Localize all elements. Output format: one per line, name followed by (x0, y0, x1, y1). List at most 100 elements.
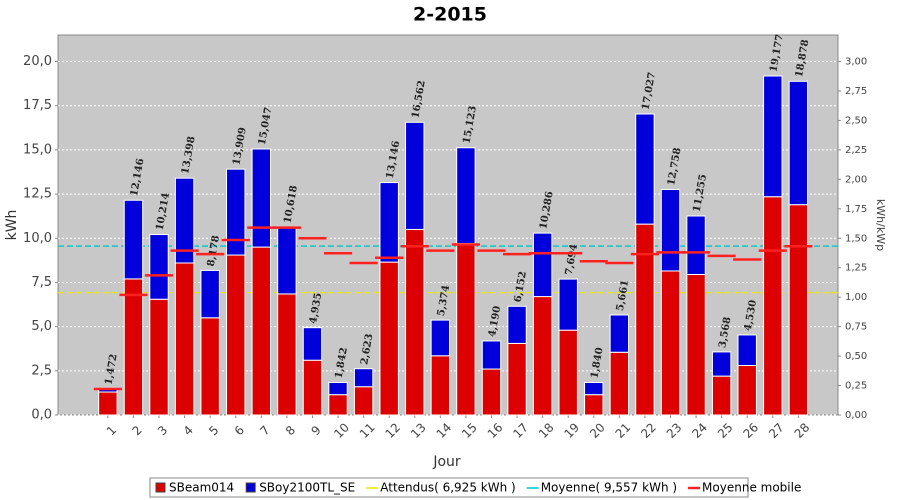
bar-segment (251, 246, 272, 416)
bar-segment (660, 270, 681, 416)
total-label: 4,190 (487, 305, 503, 338)
legend (149, 477, 749, 498)
y2-tick-label: 1,25 (845, 263, 867, 274)
bar-segment (532, 232, 553, 298)
bar-segment (532, 296, 553, 416)
total-label: 6,152 (513, 270, 529, 303)
bar-segment (558, 278, 578, 331)
bar-segment (174, 262, 195, 416)
x-tick-label: 8 (283, 423, 298, 438)
total-label: 5,661 (615, 279, 631, 312)
x-tick-label: 1 (104, 423, 119, 438)
bar-segment (277, 226, 297, 295)
x-tick-label: 17 (510, 420, 531, 441)
y-tick-label: 17,5 (23, 98, 52, 113)
bar-segment (737, 365, 757, 416)
bar-segment (226, 254, 246, 416)
x-tick-label: 22 (638, 420, 659, 441)
y-tick-label: 20,0 (23, 54, 52, 69)
bar-segment (686, 273, 706, 416)
x-tick-label: 28 (792, 420, 813, 441)
y2-tick-label: 2,25 (845, 145, 867, 156)
x-tick-label: 15 (459, 420, 480, 441)
bar-segment (328, 381, 348, 396)
bar-segment (353, 368, 374, 388)
legend-swatch (245, 482, 256, 493)
bar-segment (379, 261, 399, 416)
y2-tick-label: 1,00 (845, 292, 867, 303)
bar-segment (660, 188, 681, 272)
y2-tick-label: 0,75 (845, 322, 867, 333)
bar-segment (353, 386, 374, 416)
bar-segment (711, 375, 732, 416)
bar-segment (788, 80, 809, 206)
legend-label: SBeam014 (169, 481, 234, 495)
bar-segment (174, 177, 195, 264)
legend-swatch (155, 482, 166, 493)
bar-segment (200, 269, 220, 319)
bar-segment (788, 204, 809, 416)
bar-segment (481, 340, 502, 370)
x-tick-label: 18 (536, 420, 557, 441)
legend-label: Moyenne( 9,557 kWh ) (541, 481, 677, 495)
y2-tick-label: 1,75 (845, 204, 867, 215)
x-tick-label: 6 (232, 423, 247, 438)
legend-label: SBoy2100TL_SE (259, 481, 355, 495)
x-tick-label: 7 (257, 423, 272, 438)
total-label: 1,840 (589, 347, 605, 380)
bar-segment (507, 342, 527, 416)
x-tick-label: 10 (331, 420, 352, 441)
bar-segment (635, 113, 655, 225)
x-tick-label: 3 (155, 423, 170, 438)
x-tick-label: 11 (357, 420, 378, 441)
y2-tick-label: 3,00 (845, 57, 867, 68)
bar-segment (226, 168, 246, 256)
total-label: 1,842 (334, 347, 350, 380)
x-tick-label: 13 (408, 420, 429, 441)
total-label: 3,568 (717, 316, 733, 349)
bar-segment (251, 148, 272, 248)
bar-segment (481, 368, 502, 416)
x-tick-label: 23 (664, 420, 685, 441)
y2-tick-label: 2,50 (845, 115, 867, 126)
y-tick-label: 12,5 (23, 187, 52, 202)
bar-segment (200, 317, 220, 416)
chart-title: 2-2015 (413, 4, 487, 26)
bar-segment (763, 75, 783, 198)
y2-tick-label: 2,75 (845, 86, 867, 97)
y2-tick-label: 2,00 (845, 174, 867, 185)
total-label: 2,623 (359, 333, 375, 366)
total-label: 8,178 (206, 235, 222, 268)
y2-axis-title: kWh/kWp (874, 199, 887, 251)
x-tick-label: 26 (741, 420, 762, 441)
bar-segment (558, 329, 578, 416)
bar-segment (98, 391, 118, 416)
x-tick-label: 25 (715, 420, 736, 441)
y-tick-label: 2,5 (31, 363, 52, 378)
y2-tick-label: 0,50 (845, 351, 867, 362)
bar-segment (123, 199, 144, 280)
bar-segment (328, 394, 348, 416)
bar-segment (686, 215, 706, 275)
total-label: 7,694 (564, 243, 580, 276)
x-tick-label: 12 (382, 420, 403, 441)
bar-segment (763, 196, 783, 416)
x-tick-label: 27 (766, 420, 787, 441)
bar-segment (609, 351, 630, 416)
y2-tick-label: 0,25 (845, 381, 867, 392)
bar-segment (302, 327, 323, 361)
x-tick-label: 9 (308, 423, 323, 438)
x-tick-label: 5 (206, 423, 221, 438)
y2-tick-label: 0,00 (845, 410, 867, 421)
y-tick-label: 7,5 (31, 275, 52, 290)
bar-segment (405, 228, 425, 416)
x-tick-label: 19 (561, 420, 582, 441)
bar-segment (507, 305, 527, 344)
x-tick-label: 14 (434, 420, 455, 441)
bar-segment (584, 394, 604, 416)
total-label: 4,530 (743, 299, 759, 332)
bar-segment (405, 121, 425, 230)
bar-segment (149, 234, 169, 300)
legend-label: Moyenne mobile (702, 481, 801, 495)
